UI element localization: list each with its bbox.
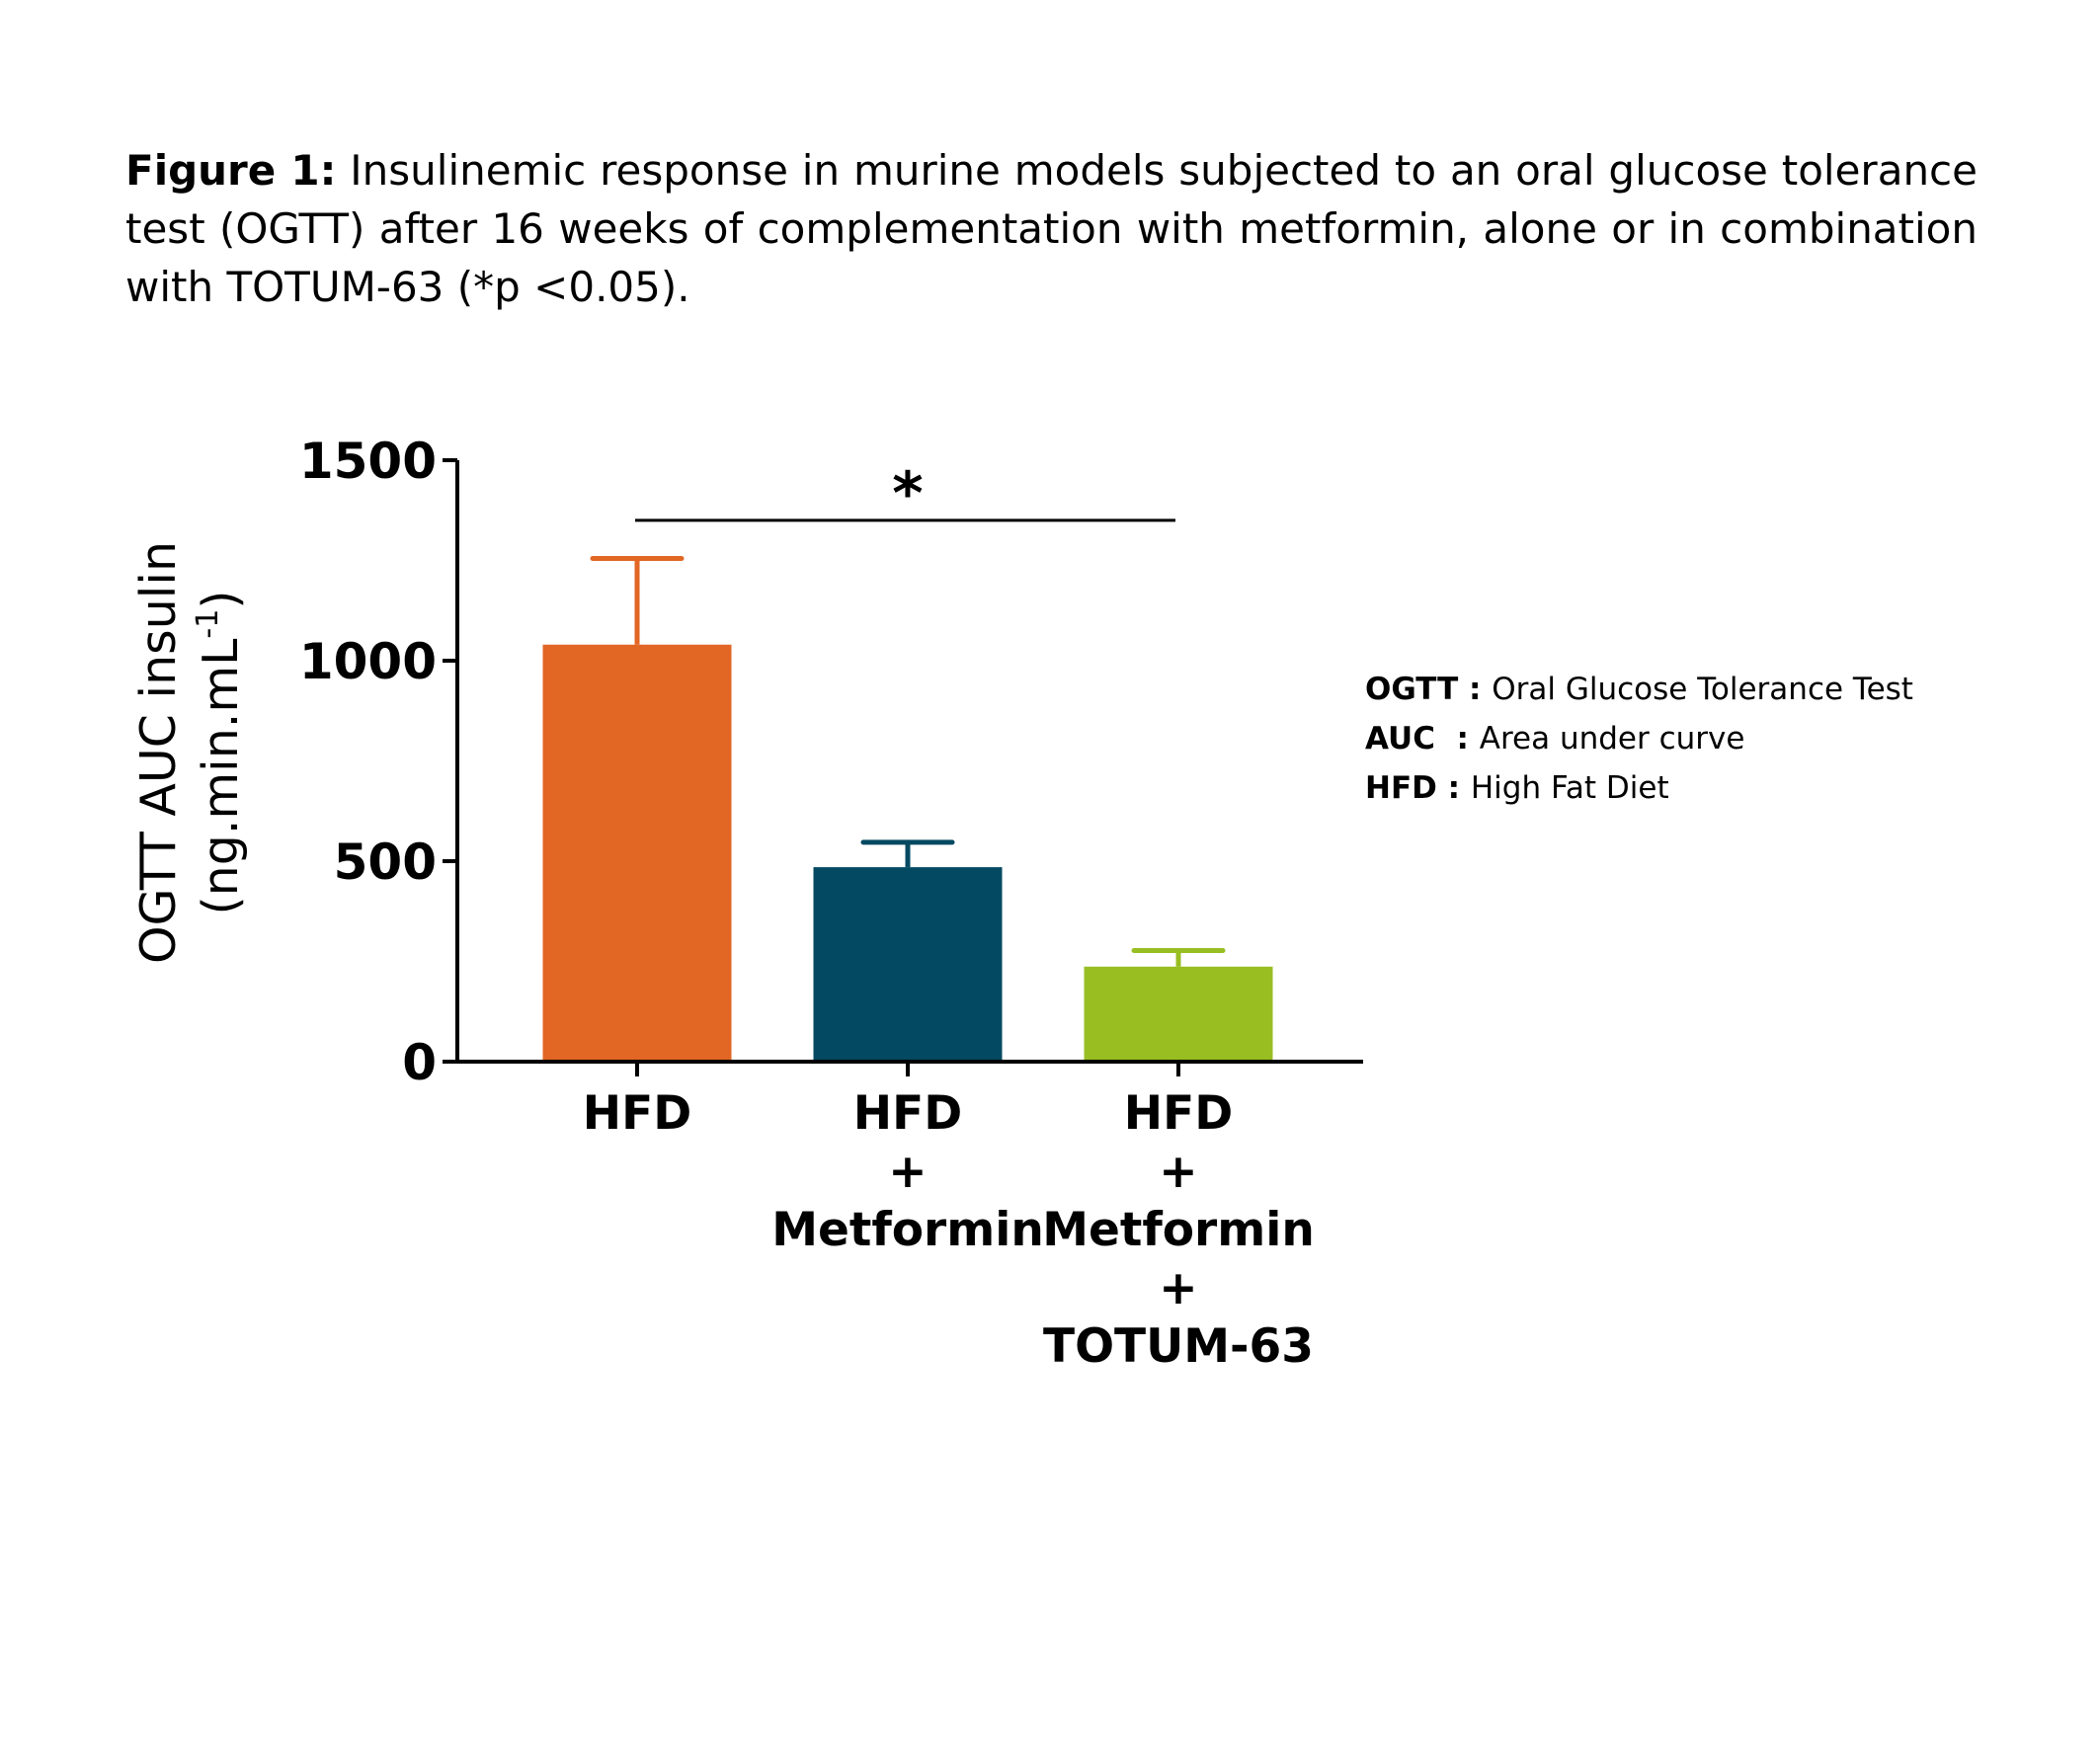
y-tick-label-1: 500	[334, 834, 437, 891]
y-axis-title: OGTT AUC insulin	[130, 541, 187, 964]
legend-term: OGTT :	[1365, 672, 1493, 707]
x-label-2-0: HFD	[1124, 1086, 1233, 1141]
legend-row: AUC : Area under curve	[1365, 714, 1913, 763]
legend-description: High Fat Diet	[1470, 770, 1669, 806]
x-label-2-2: Metformin	[1042, 1203, 1315, 1257]
figure-caption: Figure 1: Insulinemic response in murine…	[125, 141, 1978, 316]
legend-row: OGTT : Oral Glucose Tolerance Test	[1365, 665, 1913, 714]
y-tick-label-2: 1000	[299, 633, 437, 690]
abbreviation-legend: OGTT : Oral Glucose Tolerance Test AUC : …	[1365, 665, 1913, 813]
x-label-2-3: +	[1159, 1261, 1197, 1315]
bar-1	[813, 867, 1003, 1062]
y-axis-unit-superscript: -1	[191, 609, 225, 639]
error-bars-group	[590, 555, 1226, 967]
x-label-1-2: Metformin	[771, 1203, 1044, 1257]
x-label-1-1: +	[888, 1145, 927, 1199]
caption-label: Figure 1:	[125, 146, 337, 195]
bar-2	[1084, 966, 1273, 1062]
x-label-2-1: +	[1159, 1145, 1197, 1199]
y-axis-unit: (ng.min.mL-1)	[191, 591, 249, 915]
y-tick-label-0: 0	[402, 1034, 437, 1091]
legend-description: Area under curve	[1479, 721, 1745, 756]
significance-group: *	[635, 459, 1175, 528]
legend-term: AUC :	[1365, 721, 1480, 756]
x-label-0-0: HFD	[583, 1086, 691, 1141]
y-axis-unit-prefix: (ng.min.mL	[193, 638, 249, 915]
legend-term: HFD :	[1365, 770, 1471, 806]
legend-row: HFD : High Fat Diet	[1365, 763, 1913, 813]
y-ticks-group: 0 500 1000 1500	[299, 433, 457, 1091]
x-label-1-0: HFD	[853, 1086, 962, 1141]
y-tick-label-3: 1500	[299, 433, 437, 490]
caption-text: Insulinemic response in murine models su…	[125, 146, 1978, 311]
legend-description: Oral Glucose Tolerance Test	[1492, 672, 1913, 707]
y-axis-unit-suffix: )	[193, 591, 249, 609]
x-label-2-4: TOTUM-63	[1043, 1319, 1314, 1374]
bars-group	[542, 644, 1273, 1062]
significance-star: *	[892, 459, 923, 528]
bar-0	[542, 644, 732, 1062]
y-axis-title-group: OGTT AUC insulin (ng.min.mL-1)	[130, 541, 249, 964]
